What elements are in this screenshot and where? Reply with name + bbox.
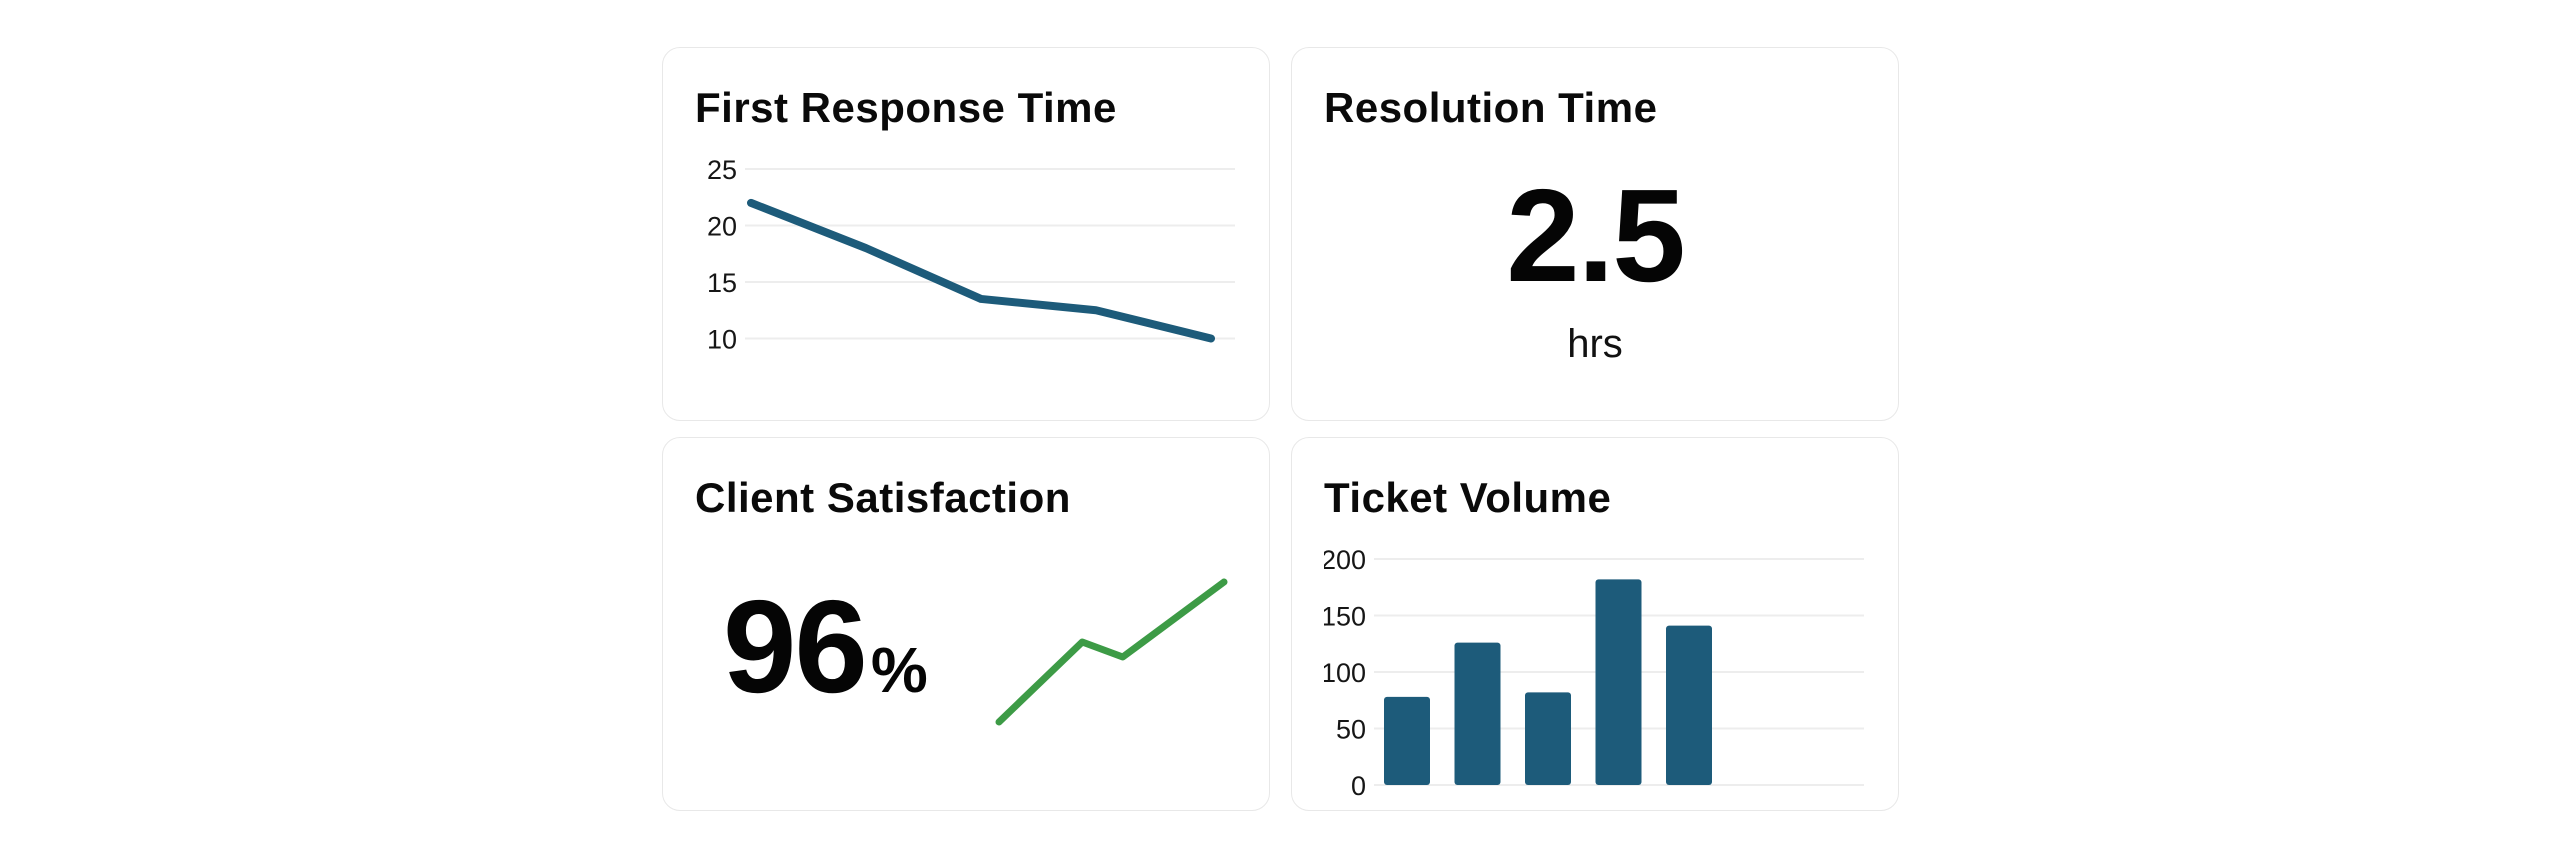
card-title: Resolution Time [1324, 84, 1658, 131]
svg-text:15: 15 [707, 268, 737, 298]
stat-value: 2.5 [1506, 162, 1685, 309]
svg-text:25: 25 [707, 155, 737, 185]
card-first-response-time: First Response Time 25 20 15 10 [662, 47, 1270, 421]
svg-text:200: 200 [1324, 545, 1366, 575]
svg-text:20: 20 [707, 212, 737, 242]
first-response-time-line-chart: 25 20 15 10 [695, 148, 1240, 368]
ticket-volume-bar-chart: 200 150 100 50 0 [1321, 538, 1869, 814]
stat-unit: % [870, 634, 928, 706]
card-resolution-time: Resolution Time 2.5 hrs [1291, 47, 1899, 421]
svg-text:150: 150 [1324, 602, 1366, 632]
svg-text:100: 100 [1324, 658, 1366, 688]
stat-group: 96 % [723, 581, 928, 713]
card-title: Ticket Volume [1324, 474, 1612, 521]
card-title: Client Satisfaction [695, 474, 1071, 521]
svg-text:0: 0 [1351, 771, 1366, 801]
resolution-time-stat: 2.5 hrs [1292, 162, 1898, 366]
svg-text:50: 50 [1336, 715, 1366, 745]
card-client-satisfaction: Client Satisfaction 96 % [662, 437, 1270, 811]
stat-value: 96 [723, 573, 868, 720]
card-title: First Response Time [695, 84, 1117, 131]
kpi-dashboard: First Response Time 25 20 15 10 Resolution … [662, 47, 1899, 811]
card-ticket-volume: Ticket Volume 200 150 100 50 0 [1291, 437, 1899, 811]
svg-text:10: 10 [707, 325, 737, 355]
satisfaction-sparkline [994, 577, 1229, 732]
client-satisfaction-stat: 96 % [723, 538, 1235, 770]
stat-unit: hrs [1567, 322, 1623, 366]
